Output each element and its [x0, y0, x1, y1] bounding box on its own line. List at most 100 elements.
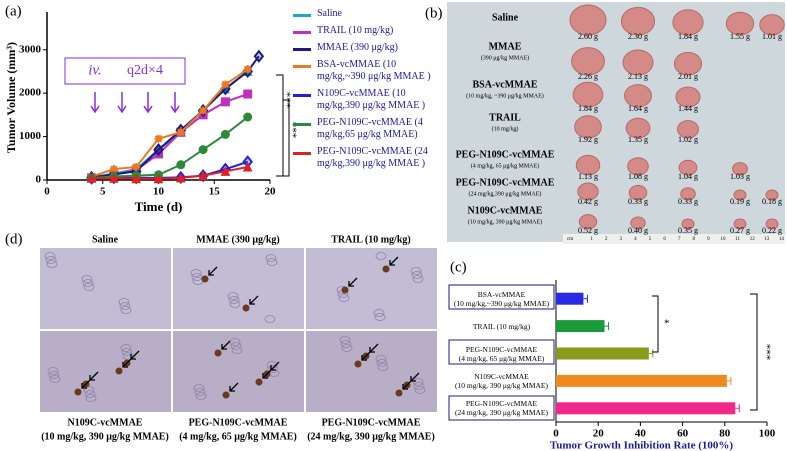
- marker: [131, 173, 142, 184]
- cell: [341, 344, 353, 352]
- legend-swatch: [293, 65, 311, 68]
- tumor-weight: 1.13 g: [578, 172, 598, 181]
- marker: [153, 173, 164, 184]
- ruler-tick-label: 11: [735, 237, 740, 242]
- tumor: [575, 154, 601, 176]
- panel-label: (c): [450, 259, 467, 275]
- ihc-image: [173, 248, 304, 329]
- tumor: [622, 49, 654, 76]
- x-axis-label: Time (d): [135, 199, 183, 214]
- cell: [121, 348, 133, 356]
- tumor: [577, 182, 599, 201]
- ruler-tick-label: 12: [750, 237, 756, 242]
- stained-cell: [382, 265, 390, 273]
- tumor: [678, 159, 698, 176]
- cell: [81, 275, 93, 283]
- legend-label: N109C-vcMMAE (10 mg/kg,390 μg/kg MMAE ): [317, 88, 426, 111]
- cell: [230, 342, 242, 350]
- cell: [231, 346, 243, 354]
- x-tick-label: 80: [719, 428, 731, 440]
- cell: [266, 258, 278, 266]
- category-label: N109C-vcMMAE (10 mg/kg, 390 μg/kg MMAE): [455, 371, 548, 390]
- tumor-weight: 0.33 g: [628, 197, 648, 206]
- cell: [411, 271, 423, 279]
- cell: [119, 302, 131, 310]
- bar: [556, 347, 649, 360]
- ruler-tick-label: 14: [779, 237, 785, 242]
- cell: [373, 309, 385, 317]
- ruler-tick-label: 10: [721, 237, 727, 242]
- y-tick-label: 2000: [19, 87, 42, 99]
- cell: [412, 275, 424, 283]
- ruler-tick-label: 6: [663, 237, 666, 242]
- tumor: [627, 157, 649, 176]
- marker: [198, 170, 208, 181]
- cell: [340, 340, 352, 348]
- category-label: BSA-vcMMAE (10 mg/kg,~390 μg/kg MMAE): [453, 289, 550, 308]
- error-bar: [735, 404, 740, 413]
- stained-cell: [222, 391, 230, 399]
- error-bar: [604, 322, 610, 331]
- legend-swatch: [293, 14, 311, 17]
- bar: [556, 320, 605, 333]
- legend-item: Saline: [293, 8, 441, 20]
- legend-item: BSA-vcMMAE (10 mg/kg,~390 μg/kg MMAE ): [293, 59, 441, 83]
- significance: *: [664, 318, 670, 330]
- tumor: [673, 51, 703, 76]
- marker: [253, 49, 265, 63]
- ruler-tick-label: 3: [620, 237, 623, 242]
- marker: [198, 145, 208, 155]
- tumor: [680, 187, 696, 201]
- tumor: [725, 11, 755, 36]
- legend-label: PEG-N109C-vcMMAE (4 mg/kg,65 μg/kg MMAE): [317, 117, 423, 140]
- marker: [221, 80, 230, 89]
- tumor-weight: 1.44 g: [678, 104, 698, 113]
- tumor: [574, 115, 602, 139]
- cell: [83, 283, 95, 291]
- tumor-weight: 2.01 g: [678, 72, 698, 81]
- tumor: [578, 214, 598, 230]
- tumor: [624, 84, 652, 108]
- legend: Saline TRAIL (10 mg/kg) MMAE (390 μg/kg) BS…: [293, 8, 441, 170]
- bar: [556, 402, 736, 415]
- label-box: [448, 395, 555, 421]
- cell: [83, 386, 95, 394]
- tumor: [765, 189, 779, 201]
- tumor-weight: 0.18 g: [762, 197, 782, 206]
- x-tick-label: 20: [593, 428, 605, 440]
- tumor-weight: 1.02 g: [678, 135, 698, 144]
- legend-swatch: [293, 31, 311, 34]
- bracket: [283, 99, 290, 177]
- arrow: [208, 266, 218, 276]
- cell: [377, 363, 389, 371]
- row-name: MMAE: [489, 41, 522, 52]
- dose-arrow: [143, 92, 153, 114]
- row-name: TRAIL: [489, 112, 521, 123]
- image-subtitle: (24 mg/kg, 390 μg/kg MMAE): [307, 431, 435, 442]
- x-tick-label: 60: [677, 428, 689, 440]
- legend-label: Saline: [317, 8, 342, 19]
- ruler-tick-label: 2: [605, 237, 608, 242]
- ruler-tick-label: 13: [764, 237, 770, 242]
- series-line: [91, 165, 248, 180]
- legend-swatch: [293, 152, 311, 155]
- stained-cell: [201, 275, 209, 283]
- row-name: PEG-N109C-vcMMAE: [456, 177, 555, 188]
- significance: ***: [760, 344, 772, 361]
- row-dose: (10 mg/kg, ~390 μg/kg MMAE): [466, 92, 544, 99]
- significance: ***: [280, 92, 292, 109]
- error-bar: [583, 294, 588, 303]
- tumor: [759, 14, 785, 36]
- cell: [410, 267, 422, 275]
- stained-cell: [242, 304, 250, 312]
- marker: [175, 172, 186, 183]
- series-line: [91, 55, 260, 179]
- arrow: [81, 379, 91, 389]
- tumor-weight: 0.52 g: [578, 226, 598, 235]
- tumor-weight: 1.92 g: [578, 135, 598, 144]
- cell: [122, 352, 134, 360]
- arrow: [249, 295, 259, 305]
- stained-cell: [74, 388, 82, 396]
- cell: [46, 260, 58, 268]
